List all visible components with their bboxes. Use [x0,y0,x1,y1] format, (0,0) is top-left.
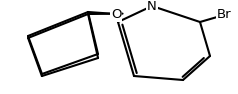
Text: N: N [147,0,157,13]
Text: Br: Br [217,8,231,22]
Text: O: O [111,8,121,20]
